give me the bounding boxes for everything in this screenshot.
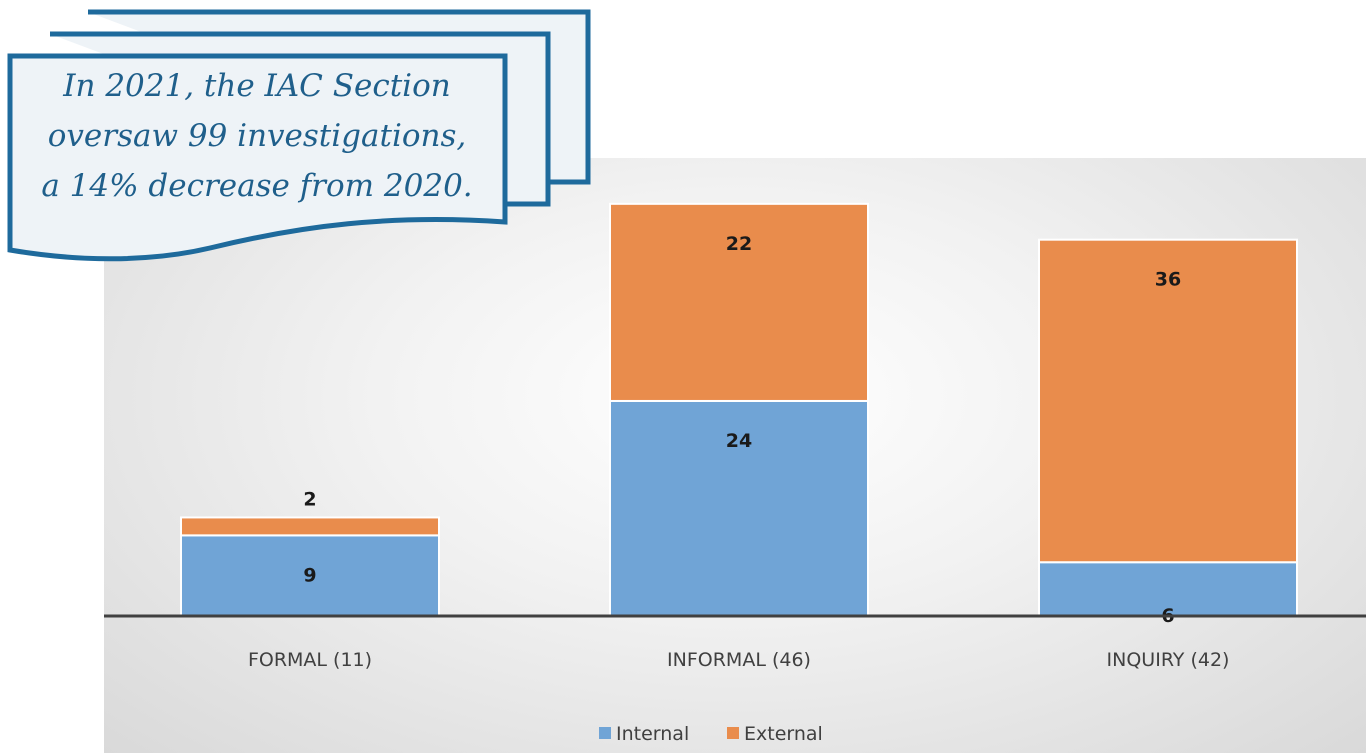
bar-labels-group: 922422636 [303,233,1181,627]
callout-note: In 2021, the IAC Section oversaw 99 inve… [7,9,591,262]
callout-line-1: In 2021, the IAC Section [62,68,450,104]
x-tick-label-2: INQUIRY (42) [1107,649,1230,671]
legend-swatch-external [727,727,739,739]
bar-external-0 [180,516,440,537]
x-tick-label-0: FORMAL (11) [248,649,372,671]
data-label-external-1: 22 [726,233,752,255]
legend: Internal External [599,723,823,745]
callout-line-3: a 14% decrease from 2020. [41,168,472,204]
x-tick-labels: FORMAL (11) INFORMAL (46) INQUIRY (42) [248,649,1230,671]
legend-label-external: External [744,723,823,745]
callout-page-front [7,53,508,262]
legend-swatch-internal [599,727,611,739]
data-label-internal-0: 9 [303,564,316,586]
bar-external-2 [1038,238,1298,564]
data-label-external-0: 2 [303,488,316,510]
bars-group [180,202,1298,617]
data-label-external-2: 36 [1155,269,1181,291]
legend-label-internal: Internal [616,723,689,745]
callout-line-2: oversaw 99 investigations, [48,118,467,154]
x-tick-label-1: INFORMAL (46) [667,649,811,671]
data-label-internal-1: 24 [726,430,752,452]
bar-external-1 [609,202,869,402]
bar-internal-0 [180,534,440,617]
